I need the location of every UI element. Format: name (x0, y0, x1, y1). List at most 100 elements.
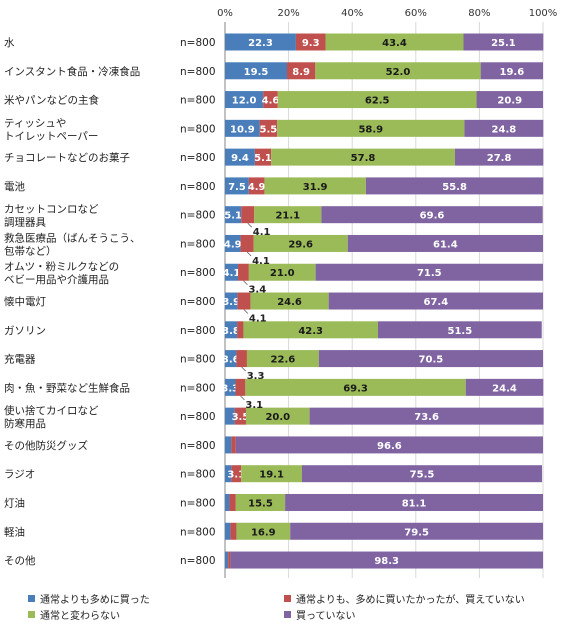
data-label: 22.3 (248, 38, 273, 49)
callout-label: 3.3 (247, 371, 265, 382)
data-label: 98.3 (374, 556, 399, 567)
data-label: 3.1 (227, 470, 245, 481)
n-label: n=800 (180, 325, 216, 337)
callout-label: 4.1 (253, 227, 271, 238)
n-label: n=800 (180, 238, 216, 250)
bar-segment (229, 493, 236, 511)
legend-swatch (28, 595, 35, 602)
data-label: 4.1 (223, 268, 241, 279)
bar-segment (325, 33, 464, 51)
bar-segment (231, 436, 236, 454)
bar-segment (245, 378, 466, 396)
category-label: 防寒用品 (4, 417, 46, 430)
bar-segment (235, 436, 543, 454)
data-label: 67.4 (423, 297, 448, 308)
bar-segment (241, 206, 255, 224)
bar-segment (225, 33, 296, 51)
category-label: 救急医療品（ばんそうこう、 (4, 231, 141, 244)
legend-label: 通常よりも多めに買った (40, 593, 150, 606)
n-label: n=800 (180, 382, 216, 394)
category-label: 懐中電灯 (4, 295, 46, 308)
data-label: 21.0 (270, 268, 295, 279)
data-label: 5.1 (254, 153, 272, 164)
category-label: トイレットペーパー (4, 130, 98, 142)
bar-segment (225, 350, 237, 368)
bar-segment (250, 292, 329, 310)
data-label: 21.1 (275, 211, 300, 222)
callout-leader (243, 280, 248, 286)
bar-segment (236, 350, 247, 368)
bar-segment (225, 292, 238, 310)
n-label: n=800 (180, 66, 216, 78)
category-label: 充電器 (4, 353, 36, 366)
data-label: 24.6 (277, 297, 302, 308)
bar-segment (240, 234, 254, 252)
data-label: 8.9 (292, 67, 310, 78)
data-label: 9.4 (231, 153, 249, 164)
bar-segment (315, 62, 481, 80)
data-label: 27.8 (487, 153, 512, 164)
data-label: 12.0 (232, 96, 257, 107)
bar-segment (263, 91, 278, 109)
data-label: 31.9 (303, 182, 328, 193)
bar-segment (248, 263, 316, 281)
legend-label: 通常よりも、多めに買いたかったが、買えていない (296, 593, 525, 606)
data-label: 57.8 (351, 153, 376, 164)
bar-segment (237, 321, 244, 339)
n-label: n=800 (180, 296, 216, 308)
bar-segment (225, 119, 260, 137)
bar-segment (253, 234, 348, 252)
n-label: n=800 (180, 210, 216, 222)
category-label: カセットコンロなど (4, 204, 99, 216)
data-label: 20.9 (497, 96, 522, 107)
data-label: 43.4 (382, 38, 407, 49)
data-label: 10.9 (230, 124, 255, 135)
n-label: n=800 (180, 526, 216, 538)
bar-segment (321, 206, 543, 224)
data-label: 79.5 (404, 527, 429, 538)
bar-segment (365, 177, 544, 195)
bar-segment (277, 119, 465, 137)
bar-segment (287, 62, 316, 80)
bar-segment (236, 522, 291, 540)
bar-segment (254, 206, 322, 224)
bar-segment (465, 378, 544, 396)
category-label: チョコレートなどのお菓子 (4, 152, 130, 164)
x-tick-label: 20% (277, 8, 299, 19)
data-label: 51.5 (447, 326, 472, 337)
n-label: n=800 (180, 411, 216, 423)
data-label: 42.3 (298, 326, 323, 337)
bar-segment (225, 551, 229, 569)
bar-segment (225, 522, 231, 540)
data-label: 75.5 (410, 470, 435, 481)
category-label: 水 (4, 37, 15, 49)
category-label: インスタント食品・冷凍食品 (4, 65, 140, 78)
data-label: 71.5 (417, 268, 442, 279)
data-label: 55.8 (442, 182, 467, 193)
data-label: 3.5 (232, 412, 250, 423)
bar-segment (377, 321, 542, 339)
bar-segment (231, 465, 242, 483)
bar-segment (318, 350, 543, 368)
data-label: 19.1 (259, 470, 284, 481)
category-label: 灯油 (4, 496, 25, 509)
data-label: 69.3 (343, 383, 368, 394)
category-label: ラジオ (4, 469, 35, 481)
data-label: 61.4 (433, 239, 458, 250)
category-label: ティッシュや (4, 117, 66, 129)
bar-segment (225, 177, 249, 195)
callout-label: 3.1 (245, 400, 263, 411)
bar-segment (225, 378, 236, 396)
bar-segment (235, 378, 246, 396)
data-label: 7.5 (228, 182, 246, 193)
n-label: n=800 (180, 152, 216, 164)
n-label: n=800 (180, 497, 216, 509)
bar-segment (230, 551, 543, 569)
legend-swatch (284, 611, 291, 618)
category-label: 使い捨てカイロなど (4, 404, 99, 417)
data-label: 96.6 (377, 441, 402, 452)
bar-segment (259, 119, 278, 137)
data-label: 22.6 (271, 355, 296, 366)
bar-segment (476, 91, 543, 109)
